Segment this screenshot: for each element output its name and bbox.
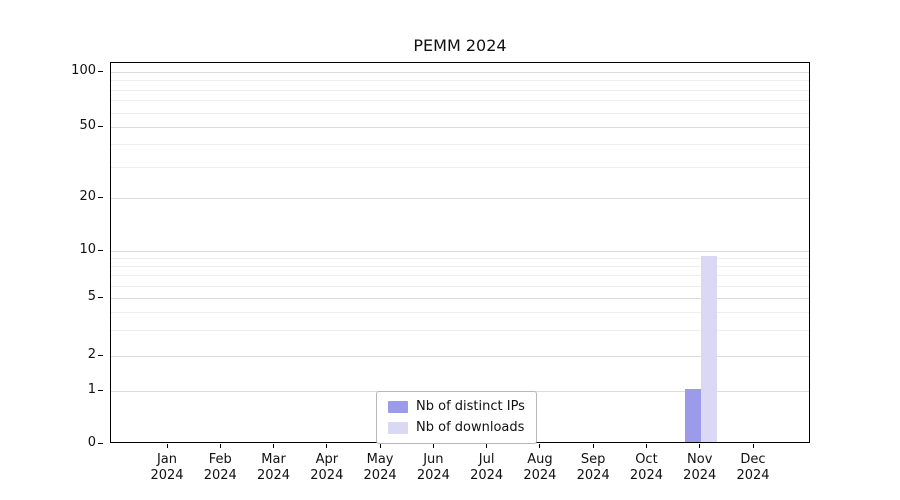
- y-tick-mark: [98, 71, 103, 73]
- y-tick-mark: [98, 443, 103, 444]
- minor-gridline: [111, 285, 809, 287]
- minor-gridline: [111, 312, 809, 314]
- x-tick-label: Apr 2024: [295, 452, 359, 484]
- minor-gridline: [111, 275, 809, 277]
- x-tick-year: 2024: [363, 468, 397, 483]
- x-tick-mark: [326, 444, 328, 448]
- x-tick-year: 2024: [629, 468, 663, 483]
- x-tick-label: Sep 2024: [561, 452, 625, 484]
- x-tick-year: 2024: [416, 468, 450, 483]
- y-tick-label: 10: [79, 241, 96, 257]
- y-tick-label: 2: [87, 346, 96, 362]
- minor-gridline: [111, 144, 809, 146]
- y-tick-label: 1: [87, 382, 96, 398]
- x-tick-mark: [273, 444, 275, 448]
- x-tick-month: Jul: [478, 452, 495, 467]
- legend-label-downloads: Nb of downloads: [416, 420, 525, 435]
- x-tick-year: 2024: [310, 468, 344, 483]
- legend-label-distinct-ips: Nb of distinct IPs: [416, 399, 525, 414]
- y-tick-label: 0: [87, 435, 96, 450]
- x-tick-year: 2024: [736, 468, 770, 483]
- bar-nb-of-distinct-ips: [684, 389, 701, 442]
- y-tick-mark: [98, 297, 103, 299]
- x-tick-mark: [592, 444, 594, 448]
- x-tick-year: 2024: [470, 468, 504, 483]
- x-tick-label: Nov 2024: [668, 452, 732, 484]
- x-tick-label: Dec 2024: [721, 452, 785, 484]
- minor-gridline: [111, 266, 809, 268]
- x-tick-year: 2024: [203, 468, 237, 483]
- major-gridline: [111, 197, 809, 199]
- x-tick-label: Jan 2024: [135, 452, 199, 484]
- x-tick-mark: [166, 444, 168, 448]
- x-tick-label: Feb 2024: [188, 452, 252, 484]
- major-gridline: [111, 72, 809, 74]
- x-tick-mark: [219, 444, 221, 448]
- x-tick-label: Aug 2024: [508, 452, 572, 484]
- minor-gridline: [111, 166, 809, 168]
- minor-gridline: [111, 100, 809, 102]
- legend-item-downloads: Nb of downloads: [388, 420, 525, 436]
- plot-area: Nb of distinct IPs Nb of downloads: [110, 62, 810, 444]
- major-gridline: [111, 298, 809, 300]
- x-tick-year: 2024: [576, 468, 610, 483]
- y-tick-label: 5: [87, 289, 96, 305]
- x-tick-year: 2024: [683, 468, 717, 483]
- x-tick-mark: [752, 444, 754, 448]
- minor-gridline: [111, 258, 809, 259]
- minor-gridline: [111, 112, 809, 114]
- x-tick-month: May: [366, 452, 394, 467]
- y-tick-label: 50: [79, 118, 96, 133]
- x-tick-month: Aug: [527, 452, 553, 467]
- minor-gridline: [111, 89, 809, 91]
- x-tick-mark: [645, 444, 647, 448]
- x-tick-month: Nov: [687, 452, 713, 467]
- x-tick-mark: [539, 444, 541, 448]
- legend-swatch-downloads: [388, 422, 408, 434]
- y-axis: 0 1 2 5 10 20 50 100: [0, 62, 103, 450]
- x-tick-label: Jul 2024: [455, 452, 519, 484]
- bars-layer: [111, 63, 809, 442]
- major-gridline: [111, 355, 809, 357]
- x-tick-month: Feb: [208, 452, 232, 467]
- x-tick-mark: [379, 444, 381, 448]
- x-tick-mark: [699, 444, 701, 448]
- x-tick-month: Apr: [315, 452, 339, 467]
- x-tick-label: May 2024: [348, 452, 412, 484]
- y-tick-mark: [98, 196, 103, 198]
- bar-nb-of-downloads: [700, 256, 717, 442]
- y-tick-mark: [98, 390, 103, 392]
- minor-gridline: [111, 330, 809, 332]
- x-tick-month: Jun: [423, 452, 444, 467]
- x-tick-year: 2024: [150, 468, 184, 483]
- legend-swatch-distinct-ips: [388, 401, 408, 413]
- y-tick-label: 20: [79, 188, 96, 204]
- major-gridline: [111, 127, 809, 128]
- x-tick-year: 2024: [256, 468, 291, 483]
- y-tick-mark: [98, 126, 103, 127]
- x-tick-mark: [486, 444, 488, 448]
- chart-title: PEMM 2024: [413, 36, 507, 55]
- minor-gridline: [111, 80, 809, 82]
- x-axis: Jan 2024 Feb 2024 Mar 2024 Apr 2024 May 2024 Jun 20…: [110, 443, 810, 493]
- x-tick-mark: [432, 444, 434, 448]
- y-tick-label: 100: [71, 63, 96, 79]
- legend-item-distinct-ips: Nb of distinct IPs: [388, 399, 525, 415]
- x-tick-month: Oct: [635, 452, 658, 467]
- x-tick-label: Mar 2024: [242, 452, 306, 484]
- x-tick-year: 2024: [523, 468, 557, 483]
- major-gridline: [111, 250, 809, 252]
- y-tick-mark: [98, 354, 103, 356]
- x-tick-month: Jan: [156, 452, 178, 467]
- x-tick-label: Jun 2024: [401, 452, 465, 484]
- legend: Nb of distinct IPs Nb of downloads: [376, 391, 537, 444]
- x-tick-label: Oct 2024: [614, 452, 678, 484]
- x-tick-month: Mar: [261, 452, 286, 467]
- y-tick-mark: [98, 249, 103, 251]
- x-tick-month: Sep: [580, 452, 606, 467]
- x-tick-month: Dec: [740, 452, 766, 467]
